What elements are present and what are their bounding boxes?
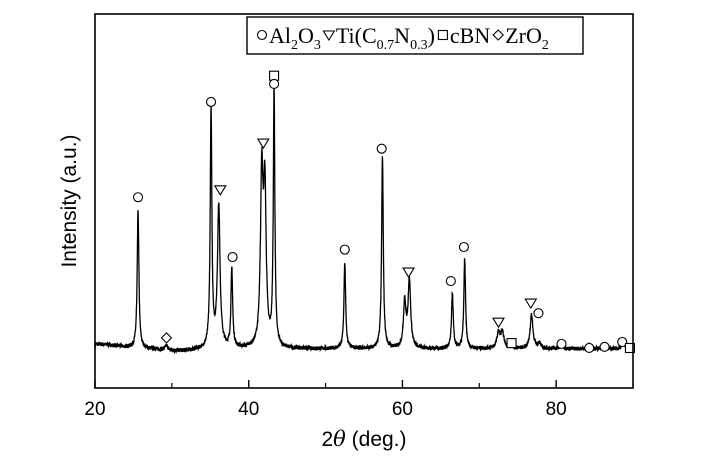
phase-marker-circle	[132, 192, 144, 203]
legend-label: cBN	[450, 23, 490, 48]
phase-marker-circle	[206, 96, 217, 107]
plot-frame	[94, 13, 634, 389]
phase-marker-triangle-down	[492, 317, 505, 329]
legend-entry: Al2O3	[256, 23, 321, 53]
y-axis-label: Intensity (a.u.)	[58, 134, 81, 267]
phase-marker-triangle-down	[402, 267, 416, 279]
legend-label: Al2O3	[269, 23, 321, 53]
legend-square-icon	[437, 29, 448, 41]
x-axis-label-prefix: 2	[321, 428, 333, 451]
phase-marker-circle	[269, 78, 280, 89]
legend-circle-icon	[256, 29, 268, 41]
x-tick-label: 80	[546, 399, 567, 420]
phase-marker-triangle-down	[256, 138, 270, 150]
legend-label: Ti(C0.7N0.3)	[336, 23, 435, 53]
phase-marker-circle	[533, 308, 544, 319]
phase-marker-circle	[458, 241, 469, 253]
x-axis-label-theta: θ	[333, 427, 346, 451]
x-axis-label-suffix: (deg.)	[346, 428, 407, 451]
phase-marker-circle	[556, 338, 567, 349]
legend-label: ZrO2	[505, 23, 549, 53]
x-tick-label: 40	[238, 399, 259, 420]
legend-triangle-down-icon	[322, 30, 336, 42]
phase-marker-diamond	[160, 332, 173, 344]
legend-entry: cBN	[437, 23, 490, 48]
phase-marker-circle	[584, 342, 595, 354]
phase-marker-triangle-down	[524, 298, 538, 310]
phase-marker-circle	[617, 336, 628, 348]
phase-marker-circle	[599, 341, 610, 352]
legend-box	[246, 16, 584, 55]
phase-marker-square	[269, 70, 280, 81]
phase-marker-circle	[227, 252, 238, 263]
xrd-pattern-line	[94, 85, 632, 355]
legend: Al2O3 Ti(C0.7N0.3) cBN ZrO2	[246, 16, 584, 55]
legend-entry: ZrO2	[492, 23, 549, 53]
phase-marker-triangle-down	[213, 185, 227, 196]
x-tick-label: 60	[392, 399, 413, 420]
legend-diamond-icon	[492, 29, 504, 41]
legend-entry: Ti(C0.7N0.3)	[322, 23, 435, 53]
phase-marker-square	[624, 342, 635, 354]
phase-marker-square	[506, 338, 517, 349]
x-axis-label: 2θ (deg.)	[321, 427, 406, 451]
phase-marker-circle	[376, 143, 387, 154]
phase-marker-circle	[339, 244, 350, 255]
phase-marker-circle	[445, 275, 456, 287]
x-tick-label: 20	[84, 399, 105, 420]
